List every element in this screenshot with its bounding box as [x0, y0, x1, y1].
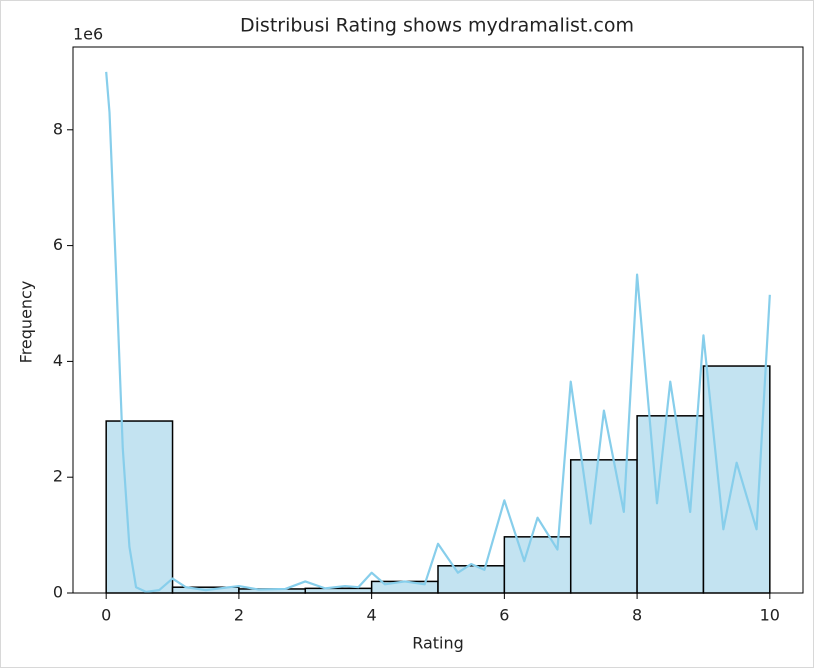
plot-frame [72, 46, 804, 594]
y-tick-label: 0 [53, 583, 63, 602]
histogram-bar [105, 420, 174, 594]
kde-line [105, 71, 771, 593]
histogram-bar [304, 587, 373, 594]
x-tick-label: 6 [499, 606, 509, 625]
y-tick-label: 4 [53, 351, 63, 370]
x-axis-label: Rating [412, 634, 464, 653]
histogram-bar [636, 415, 705, 594]
chart-title: Distribusi Rating shows mydramalist.com [240, 15, 634, 37]
y-tick-label: 2 [53, 467, 63, 486]
histogram-bar [503, 536, 572, 594]
y-axis-label: Frequency [17, 281, 36, 364]
x-tick-label: 0 [101, 606, 111, 625]
x-tick-label: 4 [367, 606, 377, 625]
histogram-bar [569, 459, 638, 594]
y-tick-label: 6 [53, 235, 63, 254]
x-tick-label: 2 [234, 606, 244, 625]
histogram-bar [437, 565, 506, 594]
y-offset-label: 1e6 [73, 25, 103, 44]
x-tick-label: 10 [760, 606, 780, 625]
x-tick-label: 8 [632, 606, 642, 625]
y-tick-label: 8 [53, 119, 63, 138]
histogram-bar [370, 580, 439, 594]
